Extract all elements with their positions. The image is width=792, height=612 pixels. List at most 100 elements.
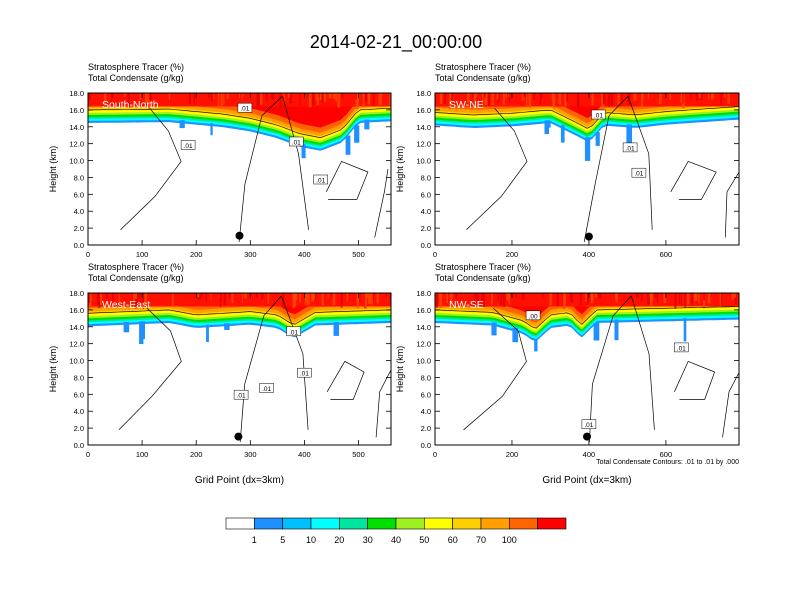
tracer-streak <box>347 293 349 298</box>
y-axis-label: Height (km) <box>48 146 58 193</box>
tracer-streak <box>576 93 580 107</box>
y-tick-label: 4.0 <box>421 407 431 416</box>
x-tick-label: 200 <box>506 450 519 459</box>
y-axis-label: Height (km) <box>395 346 405 393</box>
x-tick-label: 400 <box>583 250 596 259</box>
tracer-streak <box>379 93 383 105</box>
tracer-streak <box>136 293 140 299</box>
tracer-streak <box>118 293 120 307</box>
tracer-streak <box>239 93 241 99</box>
colorbar-swatch <box>367 517 397 530</box>
tracer-streak <box>356 293 360 309</box>
tracer-streak <box>258 93 261 107</box>
colorbar-swatch <box>310 517 340 530</box>
y-tick-label: 12.0 <box>416 340 431 349</box>
tracer-streak <box>289 93 293 104</box>
colorbar-swatch <box>480 517 510 530</box>
plot-frame <box>434 292 740 446</box>
tracer-streak <box>210 93 213 102</box>
panel-header-tracer: Stratosphere Tracer (%) <box>88 262 184 272</box>
tracer-streak <box>497 293 499 302</box>
tracer-streak <box>528 93 532 108</box>
tracer-streak <box>491 93 494 106</box>
tracer-streak <box>690 93 692 101</box>
tracer-streak <box>698 93 701 99</box>
tracer-streak <box>563 293 566 309</box>
tracer-streak <box>696 293 699 305</box>
tracer-streak <box>703 293 706 309</box>
tracer-streak <box>127 93 130 108</box>
tracer-streak <box>242 93 244 100</box>
condensate-contour <box>325 160 369 200</box>
x-tick-label: 0 <box>86 450 90 459</box>
tracer-streak <box>362 93 365 108</box>
tracer-streak <box>323 93 327 103</box>
y-tick-label: 6.0 <box>74 390 84 399</box>
plot-frame <box>434 92 740 246</box>
tracer-streak <box>724 93 726 98</box>
y-axis-label: Height (km) <box>395 146 405 193</box>
y-tick-label: 16.0 <box>416 106 431 115</box>
tracer-streak <box>590 293 594 300</box>
colorbar-label: 70 <box>476 535 486 545</box>
tracer-streak <box>265 93 268 101</box>
plot-area: .01 .01 .01 <box>435 93 739 245</box>
y-tick-label: 12.0 <box>416 140 431 149</box>
panel-label: South-North <box>102 99 159 111</box>
panel-label: SW-NE <box>449 99 484 111</box>
colorbar-swatch <box>508 517 538 530</box>
tracer-streak <box>341 93 344 99</box>
colorbar: 1 5 10 20 30 40 50 60 70 100 <box>225 517 567 545</box>
condensate-contour <box>466 107 528 231</box>
tracer-streak <box>369 293 373 305</box>
tracer-streak <box>640 293 643 301</box>
panel-header-condensate: Total Condensate (g/kg) <box>435 273 531 283</box>
tracer-streak <box>365 293 369 298</box>
tracer-streak <box>148 93 150 109</box>
tracer-streak <box>335 93 337 102</box>
tracer-streak <box>707 293 711 304</box>
tracer-streak <box>311 293 314 302</box>
tracer-intrusion <box>364 119 370 130</box>
panel-west-east: Stratosphere Tracer (%)Total Condensate … <box>48 262 392 486</box>
contour-label-box <box>297 367 312 378</box>
tracer-streak <box>446 293 448 304</box>
tracer-streak <box>220 293 222 302</box>
tracer-streak <box>585 293 587 302</box>
x-tick-label: 500 <box>352 250 365 259</box>
contour-label: .01 <box>584 422 593 429</box>
tracer-streak <box>556 293 559 306</box>
tracer-streak <box>197 293 200 298</box>
tracer-streak <box>490 293 492 300</box>
tracer-streak <box>508 93 511 103</box>
tracer-streak <box>558 93 562 105</box>
tracer-streak <box>439 293 443 308</box>
tracer-streak <box>617 93 620 105</box>
contour-label-box <box>237 102 253 113</box>
y-tick-label: 8.0 <box>421 373 431 382</box>
y-axis-label: Height (km) <box>48 346 58 393</box>
contour-label-box <box>289 136 304 147</box>
x-tick-label: 200 <box>190 250 203 259</box>
panel-label: NW-SE <box>449 299 484 311</box>
condensate-contour <box>326 360 365 400</box>
condensate-contour <box>670 160 717 200</box>
x-tick-label: 300 <box>244 450 257 459</box>
tracer-streak <box>89 293 91 306</box>
tracer-streak <box>282 293 285 306</box>
tracer-streak <box>199 293 201 300</box>
tracer-streak <box>564 93 567 107</box>
tracer-streak <box>695 93 699 101</box>
tracer-streak <box>378 93 380 107</box>
tracer-streak <box>669 93 672 101</box>
tracer-streak <box>436 293 438 308</box>
tracer-streak <box>231 293 234 304</box>
colorbar-label: 10 <box>306 535 316 545</box>
tracer-streak <box>499 293 503 305</box>
tracer-cap <box>88 93 391 107</box>
y-tick-label: 2.0 <box>421 424 431 433</box>
contour-label-box <box>313 174 328 185</box>
condensate-contour <box>435 106 739 129</box>
tracer-intrusion <box>593 323 600 341</box>
tracer-streak <box>515 293 517 299</box>
